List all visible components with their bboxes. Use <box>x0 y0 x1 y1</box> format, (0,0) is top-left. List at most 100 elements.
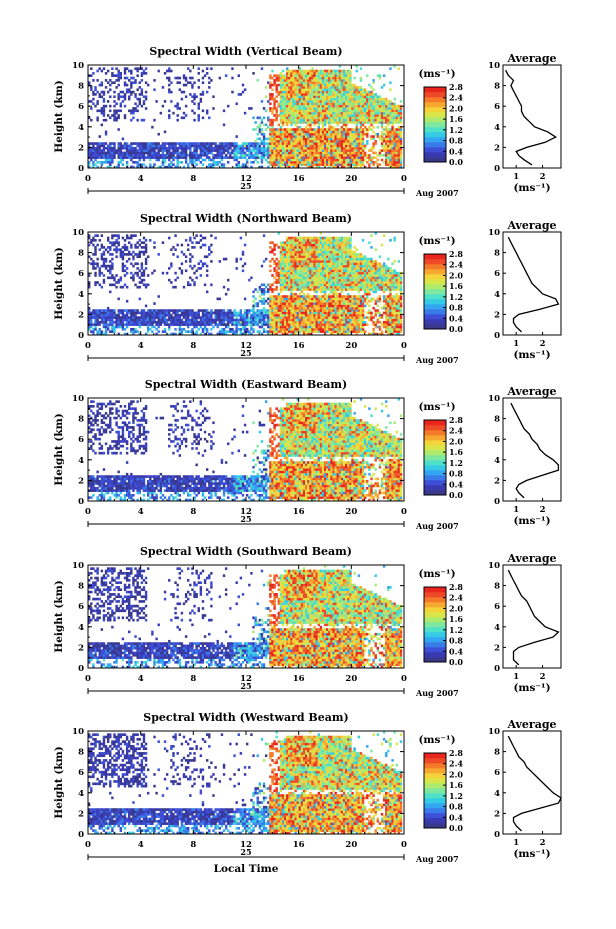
heatmap-cell <box>286 251 288 254</box>
heatmap-cell <box>290 77 292 80</box>
heatmap-cell <box>280 72 282 75</box>
heatmap-cell <box>337 161 339 164</box>
heatmap-cell <box>320 72 322 75</box>
heatmap-cell <box>347 128 349 131</box>
heatmap-cell <box>115 149 117 152</box>
heatmap-cell <box>387 119 389 122</box>
heatmap-cell <box>145 152 147 155</box>
heatmap-cell <box>103 109 105 112</box>
heatmap-cell <box>305 93 307 96</box>
heatmap-cell <box>223 258 225 261</box>
heatmap-cell <box>393 107 395 110</box>
heatmap-cell <box>345 77 347 80</box>
heatmap-cell <box>271 291 273 294</box>
heatmap-cell <box>284 298 286 301</box>
heatmap-cell <box>343 140 345 143</box>
heatmap-cell <box>94 86 96 89</box>
panel-title: Spectral Width (Northward Beam) <box>140 212 352 225</box>
heatmap-cell <box>297 312 299 315</box>
heatmap-cell <box>288 239 290 242</box>
heatmap-cell <box>221 149 223 152</box>
heatmap-cell <box>124 142 126 145</box>
heatmap-cell <box>122 237 124 240</box>
heatmap-cell <box>299 135 301 138</box>
heatmap-cell <box>286 281 288 284</box>
heatmap-cell <box>322 126 324 129</box>
heatmap-cell <box>290 251 292 254</box>
heatmap-cell <box>332 133 334 136</box>
heatmap-cell <box>111 309 113 312</box>
heatmap-cell <box>183 147 185 150</box>
heatmap-cell <box>235 316 237 319</box>
heatmap-cell <box>261 309 263 312</box>
heatmap-cell <box>261 291 263 294</box>
heatmap-cell <box>385 159 387 162</box>
heatmap-cell <box>328 121 330 124</box>
heatmap-cell <box>244 298 246 301</box>
heatmap-cell <box>225 258 227 261</box>
heatmap-cell <box>334 159 336 162</box>
heatmap-cell <box>332 147 334 150</box>
heatmap-cell <box>217 154 219 157</box>
heatmap-cell <box>103 161 105 164</box>
heatmap-cell <box>107 309 109 312</box>
heatmap-cell <box>257 79 259 82</box>
heatmap-cell <box>271 284 273 287</box>
heatmap-cell <box>162 142 164 145</box>
heatmap-cell <box>134 321 136 324</box>
heatmap-cell <box>288 142 290 145</box>
heatmap-cell <box>111 330 113 333</box>
heatmap-cell <box>360 161 362 164</box>
heatmap-cell <box>261 323 263 326</box>
heatmap-cell <box>377 135 379 138</box>
heatmap-cell <box>305 84 307 87</box>
heatmap-cell <box>141 149 143 152</box>
heatmap-cell <box>139 321 141 324</box>
heatmap-cell <box>128 79 130 82</box>
heatmap-cell <box>103 142 105 145</box>
heatmap-cell <box>372 163 374 166</box>
heatmap-cell <box>200 246 202 249</box>
colorbar-swatch <box>424 107 446 112</box>
heatmap-cell <box>313 147 315 150</box>
heatmap-cell <box>288 284 290 287</box>
heatmap-cell <box>297 147 299 150</box>
heatmap-cell <box>351 114 353 117</box>
heatmap-cell <box>286 79 288 82</box>
heatmap-cell <box>94 163 96 166</box>
heatmap-cell <box>115 234 117 237</box>
heatmap-cell <box>324 84 326 87</box>
heatmap-cell <box>324 121 326 124</box>
heatmap-cell <box>278 128 280 131</box>
heatmap-cell <box>174 145 176 148</box>
heatmap-cell <box>400 128 402 131</box>
heatmap-cell <box>109 319 111 322</box>
heatmap-cell <box>109 314 111 317</box>
heatmap-cell <box>132 142 134 145</box>
heatmap-cell <box>96 154 98 157</box>
heatmap-cell <box>318 117 320 120</box>
heatmap-cell <box>117 93 119 96</box>
heatmap-cell <box>284 323 286 326</box>
heatmap-cell <box>208 142 210 145</box>
heatmap-cell <box>124 77 126 80</box>
heatmap-cell <box>297 88 299 91</box>
heatmap-cell <box>301 152 303 155</box>
heatmap-cell <box>206 145 208 148</box>
heatmap-cell <box>278 328 280 331</box>
heatmap-cell <box>294 98 296 101</box>
heatmap-cell <box>263 133 265 136</box>
heatmap-cell <box>252 330 254 333</box>
heatmap-cell <box>362 95 364 98</box>
heatmap-cell <box>117 244 119 247</box>
heatmap-cell <box>307 131 309 134</box>
heatmap-cell <box>362 112 364 115</box>
heatmap-cell <box>187 316 189 319</box>
heatmap-cell <box>385 135 387 138</box>
heatmap-cell <box>299 98 301 101</box>
heatmap-cell <box>383 121 385 124</box>
heatmap-cell <box>111 142 113 145</box>
heatmap-cell <box>305 142 307 145</box>
heatmap-cell <box>189 237 191 240</box>
heatmap-cell <box>170 152 172 155</box>
